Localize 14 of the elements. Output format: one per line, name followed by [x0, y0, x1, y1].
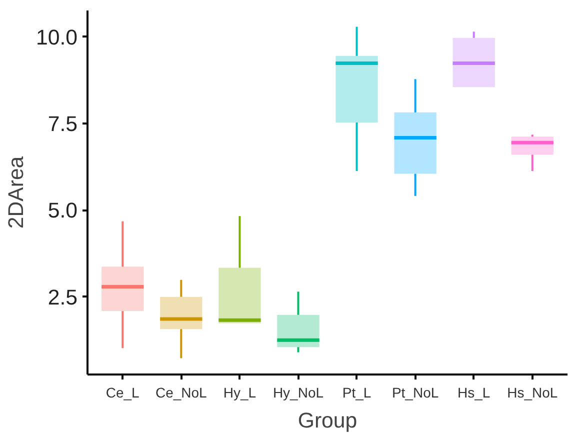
x-tick-label: Pt_NoL — [392, 384, 439, 400]
y-tick-label: 5.0 — [48, 198, 78, 223]
x-tick-label: Hs_L — [458, 384, 490, 400]
x-tick-label: Pt_L — [342, 384, 372, 400]
x-tick-label: Hs_NoL — [507, 384, 558, 400]
x-tick-label: Ce_NoL — [155, 384, 208, 400]
y-tick-label: 10.0 — [36, 25, 78, 50]
x-axis-title: Group — [298, 408, 358, 432]
y-axis-title: 2DArea — [4, 156, 28, 229]
x-tick-label: Hy_L — [223, 384, 256, 400]
y-tick-label: 2.5 — [48, 285, 78, 310]
x-tick-label: Hy_NoL — [272, 384, 324, 400]
x-tick-label: Ce_L — [106, 384, 140, 400]
y-tick-label: 7.5 — [48, 112, 78, 136]
